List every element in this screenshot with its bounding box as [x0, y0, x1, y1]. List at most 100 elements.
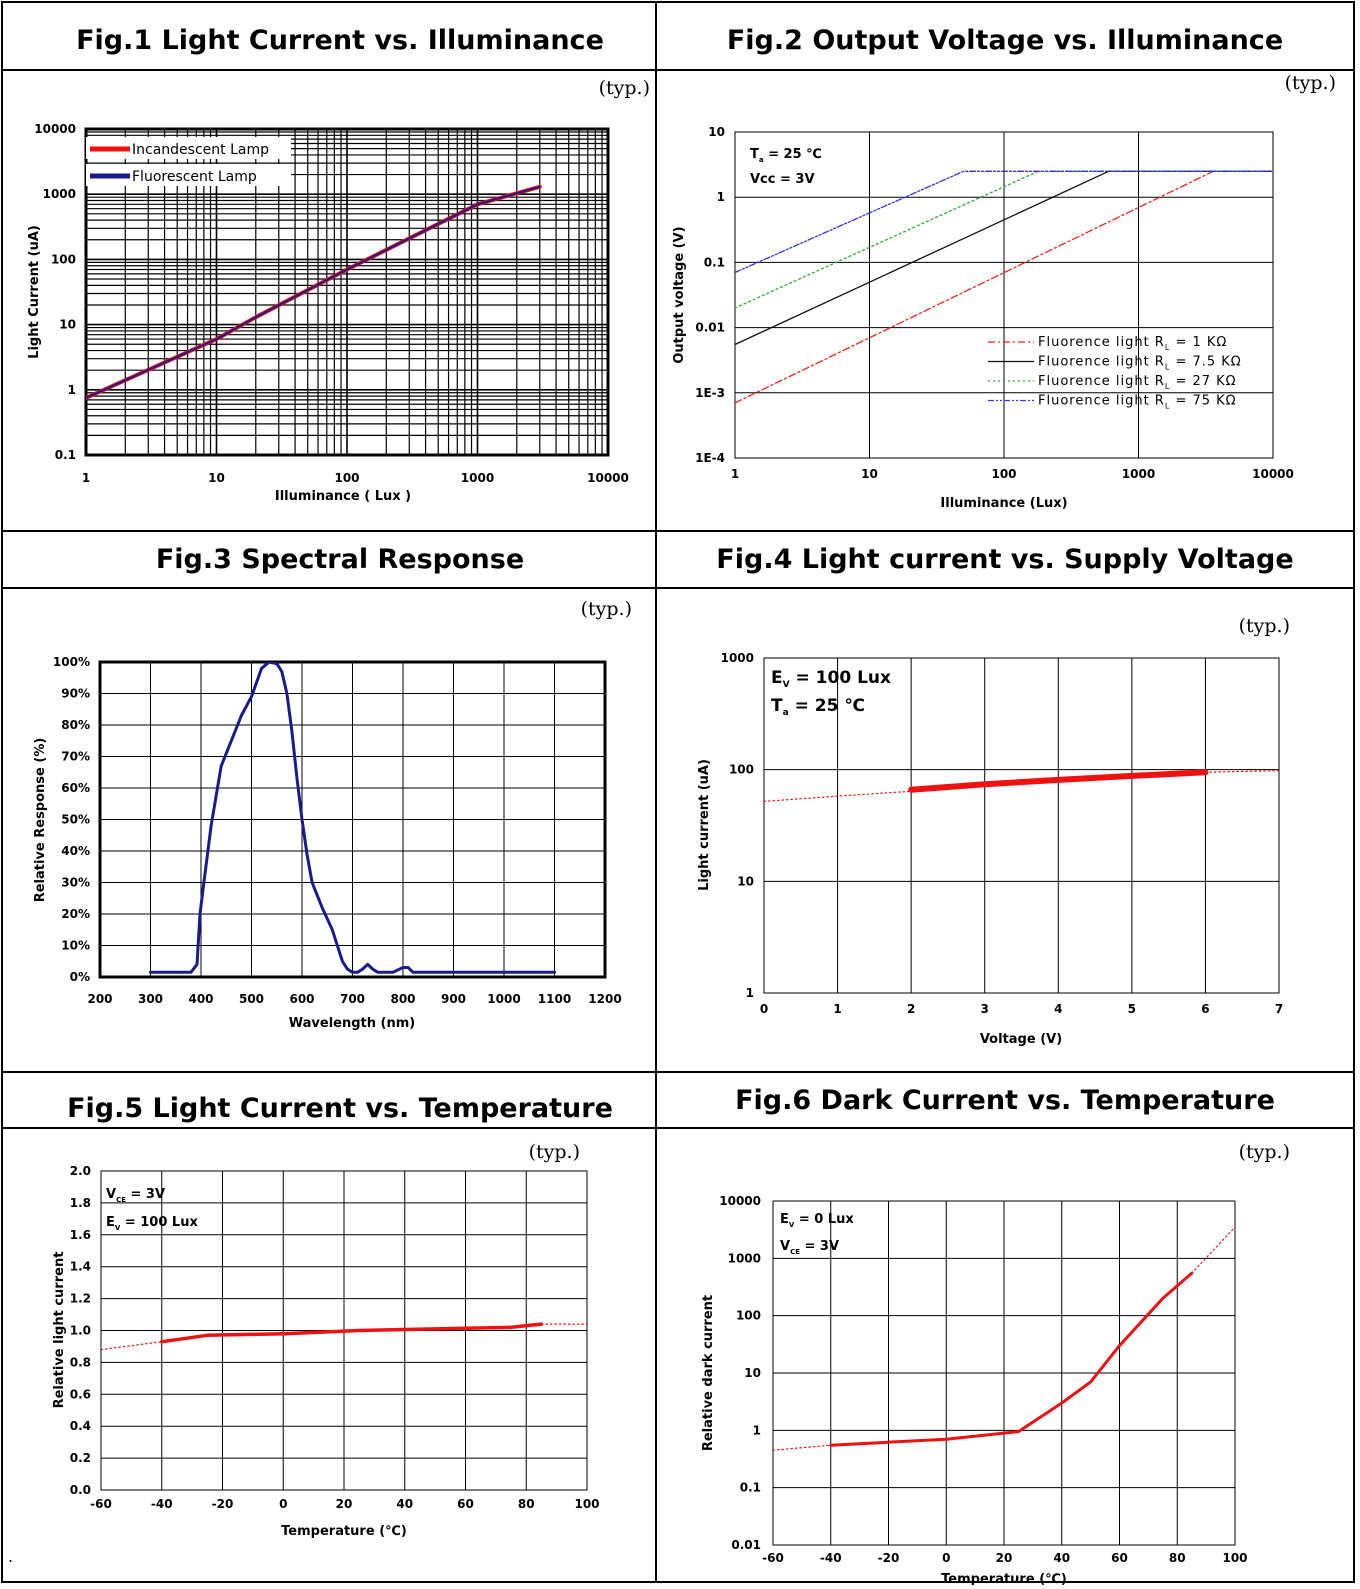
- x-tick-label: -60: [762, 1551, 784, 1565]
- fig3-typ-label: (typ.): [581, 598, 632, 620]
- annotation-1: EV = 0 Lux: [780, 1212, 854, 1229]
- x-tick-label: 0: [942, 1551, 950, 1565]
- chart-6: -60 -40 -20 0 20 40 60 80 100 0.01 0.1 1 10 100 1000 10…: [701, 1194, 1248, 1587]
- legend-label: Fluorence light RL = 27 KΩ: [1038, 374, 1237, 391]
- y-axis-label: Relative dark current: [701, 1295, 716, 1451]
- x-tick-label: -40: [151, 1497, 173, 1511]
- y-tick-label: 100: [51, 252, 76, 266]
- x-tick-label: 1: [82, 471, 90, 485]
- fig1-header: Fig.1 Light Current vs. Illuminance: [76, 25, 604, 56]
- series-line-3: [735, 170, 1273, 309]
- legend-label: Fluorescent Lamp: [132, 169, 257, 185]
- series-line-1: [101, 1341, 163, 1351]
- y-tick-label: 0.8: [70, 1355, 91, 1369]
- annotation-1: EV = 100 Lux: [771, 668, 891, 690]
- series-line-3: [1191, 1226, 1235, 1274]
- x-tick-label: 7: [1275, 1002, 1283, 1016]
- y-tick-label: 50%: [61, 813, 90, 827]
- legend-label-main: Fluorence light R: [1038, 335, 1165, 350]
- y-tick-label: 1.2: [70, 1292, 91, 1306]
- y-tick-label: 1000: [43, 187, 76, 201]
- y-tick-label: 100: [729, 763, 754, 777]
- x-tick-label: 800: [390, 992, 415, 1006]
- fig5-header: Fig.5 Light Current vs. Temperature: [67, 1093, 613, 1124]
- x-tick-label: 20: [336, 1497, 353, 1511]
- y-tick-label: 1.6: [70, 1228, 91, 1242]
- legend: Incandescent Lamp Fluorescent Lamp: [86, 137, 291, 186]
- y-tick-label: 70%: [61, 750, 90, 764]
- annotation-2-main: E: [106, 1215, 115, 1230]
- x-tick-label: 0: [279, 1497, 287, 1511]
- y-tick-label: 10: [59, 318, 76, 332]
- y-tick-label: 0.1: [740, 1481, 761, 1495]
- fig6-header: Fig.6 Dark Current vs. Temperature: [735, 1085, 1275, 1116]
- x-tick-label: 1: [833, 1002, 841, 1016]
- x-tick-label: 1100: [538, 992, 571, 1006]
- x-axis-label: Illuminance ( Lux ): [275, 489, 411, 504]
- series-line-1: [773, 1444, 832, 1451]
- plot-frame: [84, 127, 610, 457]
- legend-label: Incandescent Lamp: [132, 142, 269, 158]
- x-tick-label: 100: [574, 1497, 599, 1511]
- x-tick-label: 4: [1054, 1002, 1062, 1016]
- y-tick-label: 0.2: [70, 1451, 91, 1465]
- plot-frame: [734, 131, 1274, 459]
- y-tick-label: 1: [68, 383, 76, 397]
- annotation-2: EV = 100 Lux: [106, 1215, 198, 1232]
- y-tick-label: 1E-3: [695, 386, 725, 400]
- legend-label-tail: = 7.5 KΩ: [1170, 355, 1241, 370]
- x-tick-label: 20: [996, 1551, 1013, 1565]
- x-tick-label: 60: [1111, 1551, 1128, 1565]
- x-tick-label: 100: [1222, 1551, 1247, 1565]
- y-axis-label: Light current (uA): [697, 759, 712, 891]
- y-tick-label: 1: [753, 1423, 761, 1437]
- x-tick-label: 60: [457, 1497, 474, 1511]
- x-tick-label: 900: [441, 992, 466, 1006]
- x-tick-label: 1000: [487, 992, 520, 1006]
- annotation-2-main: T: [771, 696, 783, 716]
- series-line-3: [1204, 769, 1279, 773]
- x-tick-label: 500: [239, 992, 264, 1006]
- y-tick-label: 0%: [70, 970, 90, 984]
- x-tick-label: 40: [396, 1497, 413, 1511]
- y-tick-label: 0.01: [731, 1538, 761, 1552]
- y-axis-label: Relative Response (%): [33, 738, 48, 903]
- y-tick-label: 40%: [61, 844, 90, 858]
- x-tick-label: 3: [981, 1002, 989, 1016]
- annotation-1-sub: V: [789, 1221, 795, 1229]
- x-tick-label: 5: [1128, 1002, 1136, 1016]
- legend-label-sub: L: [1165, 402, 1170, 411]
- fig2-header: Fig.2 Output Voltage vs. Illuminance: [727, 25, 1283, 56]
- y-tick-label: 10: [744, 1366, 761, 1380]
- y-tick-label: 20%: [61, 907, 90, 921]
- y-tick-label: 10: [737, 874, 754, 888]
- y-tick-label: 1: [717, 190, 725, 204]
- y-tick-label: 10000: [719, 1194, 761, 1208]
- x-tick-label: 40: [1053, 1551, 1070, 1565]
- x-tick-label: 10: [208, 471, 225, 485]
- annotation-1-main: E: [780, 1212, 789, 1227]
- annotation-1: Ta = 25 ℃: [750, 147, 822, 164]
- x-tick-label: -20: [212, 1497, 234, 1511]
- grid-lines: [99, 661, 606, 978]
- grid-lines: [772, 1200, 1236, 1546]
- charts-layer: 1 10 100 1000 100000.1110100100010000Illumin…: [27, 122, 1294, 1587]
- y-tick-label: 80%: [61, 718, 90, 732]
- legend-label: Fluorence light RL = 1 KΩ: [1038, 335, 1227, 352]
- y-tick-label: 1.0: [70, 1324, 91, 1338]
- legend-label-main: Fluorence light R: [1038, 394, 1165, 409]
- x-tick-label: -60: [90, 1497, 112, 1511]
- legend-label-tail: = 1 KΩ: [1170, 335, 1227, 350]
- legend-label-sub: L: [1165, 343, 1170, 352]
- x-tick-label: 10: [861, 467, 878, 481]
- x-tick-label: 6: [1201, 1002, 1209, 1016]
- y-tick-label: 100: [736, 1309, 761, 1323]
- annotation-1-rest: = 25 ℃: [764, 147, 822, 162]
- annotation-1-main: E: [771, 668, 783, 688]
- legend-bg: [86, 164, 291, 186]
- series-line-1: [149, 662, 556, 974]
- series-line-2: [908, 769, 1209, 793]
- fig6-typ-label: (typ.): [1239, 1141, 1290, 1163]
